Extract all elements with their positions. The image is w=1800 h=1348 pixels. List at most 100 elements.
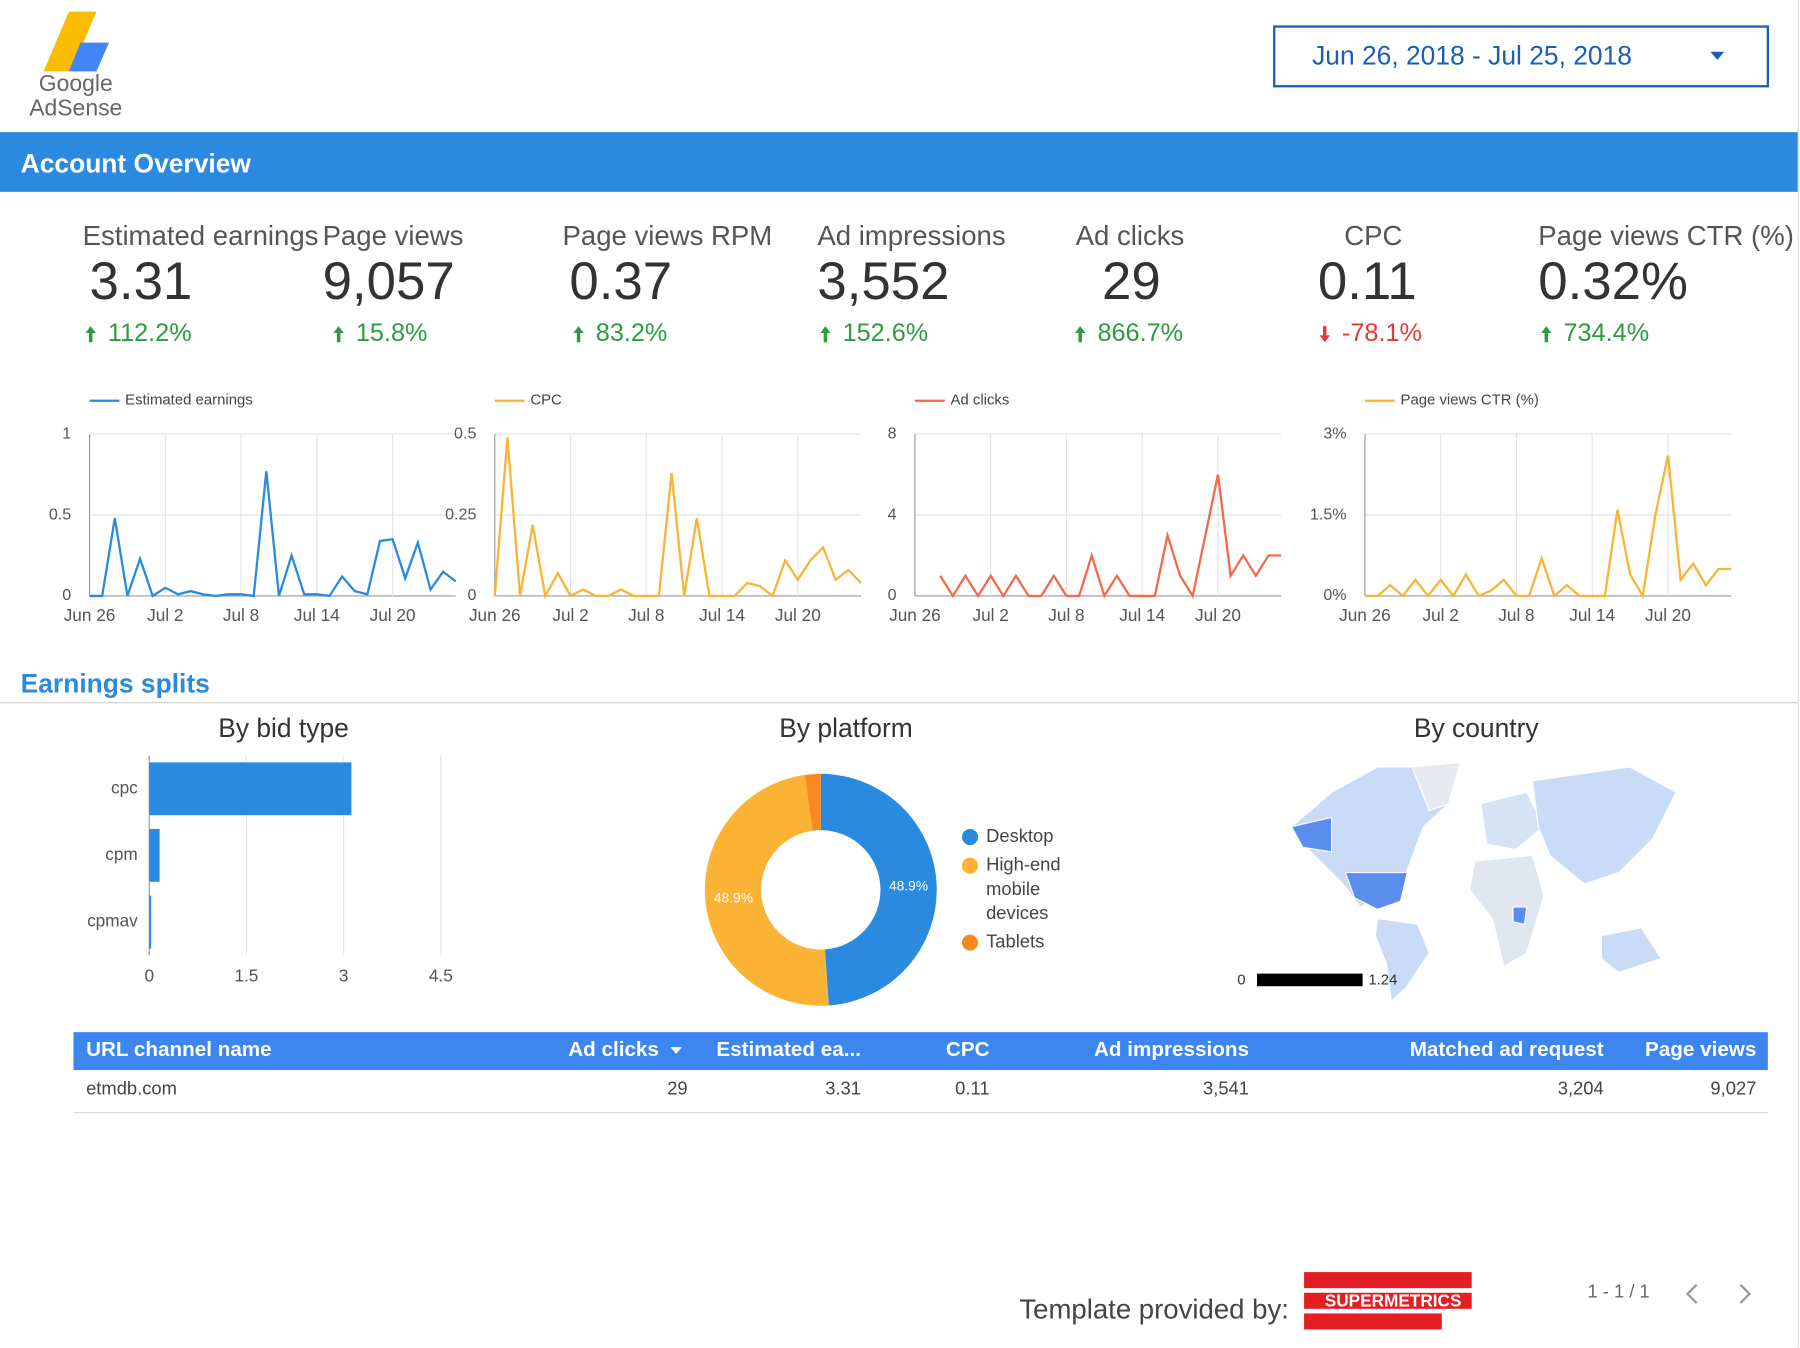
- pagination: 1 - 1 / 1: [1587, 1281, 1649, 1302]
- x-tick-label: Jul 8: [1498, 605, 1534, 625]
- section-bar: [0, 132, 1798, 192]
- prev-page[interactable]: [1685, 1283, 1698, 1304]
- x-tick-label: 3: [339, 966, 349, 986]
- change-arrow: [820, 326, 831, 343]
- x-tick-label: Jul 20: [775, 605, 821, 625]
- logo-text: AdSense: [29, 94, 122, 120]
- y-tick-label: 0: [62, 586, 71, 604]
- country-shape: [1531, 766, 1677, 885]
- table-cell: 0.11: [955, 1077, 989, 1098]
- scorecard-change: 866.7%: [1097, 319, 1183, 347]
- line-series: [493, 437, 862, 600]
- country-shape: [1344, 872, 1409, 910]
- y-tick-label: 0.5: [49, 505, 71, 523]
- scorecard-label: Ad impressions: [817, 220, 1005, 251]
- scorecard-label: Ad clicks: [1076, 220, 1185, 251]
- dropdown-arrow[interactable]: [1710, 51, 1725, 60]
- chart-title: By platform: [779, 713, 912, 743]
- x-tick-label: 4.5: [429, 966, 453, 986]
- x-tick-label: Jul 20: [370, 605, 416, 625]
- scorecard-label: Estimated earnings: [83, 220, 319, 251]
- scorecard-value: 0.11: [1318, 252, 1417, 311]
- y-tick-label: 0.25: [445, 505, 476, 523]
- x-tick-label: Jul 8: [628, 605, 664, 625]
- x-tick-label: Jul 14: [1119, 605, 1165, 625]
- x-tick-label: Jun 26: [1339, 605, 1391, 625]
- country-shape: [1480, 791, 1545, 851]
- x-tick-label: Jul 2: [1423, 605, 1459, 625]
- donut-slice: [804, 773, 821, 831]
- logo: Google AdSense: [29, 11, 122, 120]
- color-scale: [1257, 973, 1363, 987]
- y-tick-label: 1: [62, 424, 71, 442]
- x-tick-label: Jul 14: [1569, 605, 1615, 625]
- y-tick-label: 8: [888, 424, 897, 442]
- logo-mark: [43, 11, 97, 72]
- line-series: [89, 471, 457, 598]
- column-header: Matched ad request: [1410, 1038, 1604, 1061]
- x-tick-label: Jun 26: [64, 605, 116, 625]
- column-header: CPC: [946, 1038, 990, 1061]
- legend-label: CPC: [530, 392, 562, 409]
- date-range[interactable]: Jun 26, 2018 - Jul 25, 2018: [1312, 41, 1632, 71]
- column-header: Ad clicks: [568, 1038, 659, 1061]
- change-arrow: [333, 326, 344, 343]
- x-tick-label: Jul 2: [552, 605, 588, 625]
- country-shape: [1512, 906, 1528, 925]
- scorecard-value: 29: [1102, 252, 1161, 311]
- color-scale-label: 1.24: [1368, 971, 1397, 988]
- date-picker[interactable]: Jun 26, 2018 - Jul 25, 2018: [1273, 25, 1770, 88]
- color-scale-label: 0: [1237, 971, 1245, 988]
- y-tick-label: cpmav: [87, 911, 138, 931]
- sort-indicator: [670, 1047, 682, 1054]
- scorecard-change: 83.2%: [596, 319, 668, 347]
- column-header: URL channel name: [86, 1038, 272, 1061]
- x-tick-label: Jul 2: [973, 605, 1009, 625]
- line-series: [939, 474, 1282, 599]
- bar: [149, 762, 352, 816]
- data-label: 48.9%: [889, 878, 928, 893]
- scorecard-label: CPC: [1344, 220, 1402, 251]
- brand-shape: [1304, 1313, 1442, 1330]
- table-cell: etmdb.com: [86, 1077, 177, 1098]
- country-shape: [1374, 917, 1430, 1003]
- brand-logo: SUPERMETRICS: [1304, 1272, 1472, 1330]
- legend-swatch: [961, 934, 979, 951]
- next-page[interactable]: [1739, 1283, 1752, 1304]
- table-cell: 3.31: [825, 1077, 861, 1098]
- table-cell: 29: [667, 1077, 687, 1098]
- x-tick-label: Jul 14: [699, 605, 745, 625]
- world-map: [1290, 761, 1677, 1003]
- x-tick-label: 0: [144, 966, 154, 986]
- x-tick-label: Jun 26: [889, 605, 941, 625]
- x-tick-label: Jul 8: [223, 605, 259, 625]
- y-tick-label: 0: [888, 586, 897, 604]
- y-tick-label: 3%: [1323, 424, 1346, 442]
- legend-label: Tablets: [986, 930, 1044, 951]
- scorecard-label: Page views: [323, 220, 464, 251]
- y-tick-label: cpm: [105, 844, 138, 864]
- donut-slice: [704, 774, 829, 1006]
- x-tick-label: Jul 20: [1645, 605, 1691, 625]
- country-shape: [1600, 927, 1662, 974]
- section-title: Account Overview: [21, 148, 252, 178]
- logo-text: Google: [39, 70, 113, 96]
- donut-slice: [820, 773, 937, 1006]
- logo-mark: [68, 42, 110, 72]
- scorecard-value: 3,552: [817, 252, 949, 311]
- scorecard-change: 734.4%: [1564, 319, 1650, 347]
- country-shape: [1290, 816, 1333, 853]
- scorecard-value: 9,057: [323, 252, 455, 311]
- footer-credit: Template provided by:: [1019, 1293, 1289, 1324]
- legend-swatch: [961, 857, 979, 874]
- scorecard-label: Page views CTR (%): [1538, 220, 1794, 251]
- bar: [149, 828, 160, 882]
- scorecard-change: -78.1%: [1342, 319, 1422, 347]
- legend-label: High-end mobile devices: [986, 854, 1061, 923]
- table-header: [73, 1032, 1768, 1071]
- change-arrow: [573, 326, 584, 343]
- x-tick-label: Jul 8: [1048, 605, 1084, 625]
- date-box[interactable]: [1273, 25, 1770, 88]
